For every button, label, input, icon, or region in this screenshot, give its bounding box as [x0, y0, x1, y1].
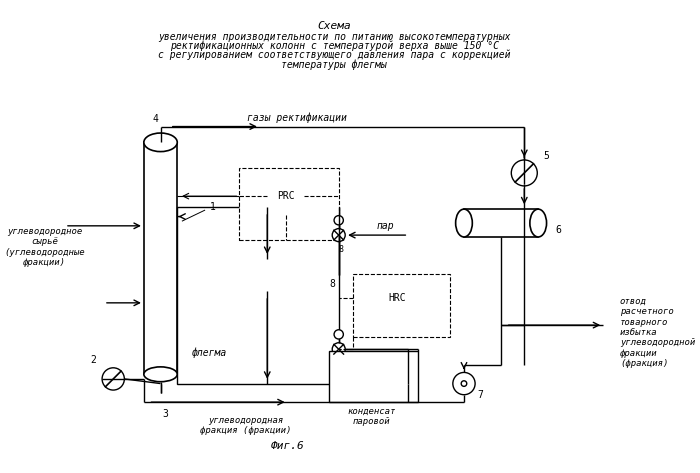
Text: отвод
расчетного
товарного
избытка
углеводородной
фракции
(фракция): отвод расчетного товарного избытка углев…	[620, 297, 695, 368]
Text: газы ректификации: газы ректификации	[247, 112, 347, 123]
Text: флегма: флегма	[191, 348, 226, 358]
Text: температуры флегмы: температуры флегмы	[281, 59, 387, 70]
Bar	[225, 259, 309, 291]
Ellipse shape	[144, 367, 177, 382]
Text: HRC: HRC	[389, 293, 406, 303]
Bar	[464, 209, 538, 237]
Text: PRC: PRC	[277, 191, 295, 201]
Text: с регулированием соответствующего давления пара с коррекцией: с регулированием соответствующего давлен…	[158, 50, 510, 61]
Text: 7: 7	[477, 390, 484, 400]
Circle shape	[379, 280, 416, 317]
Text: 6: 6	[556, 226, 561, 236]
Text: 4: 4	[153, 114, 159, 124]
Bar	[144, 142, 177, 374]
Circle shape	[332, 228, 345, 242]
Text: 2: 2	[90, 355, 96, 365]
Circle shape	[461, 381, 467, 386]
Ellipse shape	[530, 209, 547, 237]
Bar	[177, 207, 339, 384]
Ellipse shape	[300, 259, 318, 291]
Circle shape	[334, 330, 344, 339]
Ellipse shape	[216, 259, 235, 291]
Text: 8: 8	[329, 279, 335, 289]
Text: 1: 1	[210, 202, 216, 212]
Text: Фиг.6: Фиг.6	[271, 441, 304, 451]
Ellipse shape	[456, 209, 472, 237]
Text: 5: 5	[543, 151, 549, 161]
Circle shape	[511, 160, 538, 186]
Ellipse shape	[144, 133, 177, 151]
Text: 8: 8	[339, 245, 344, 254]
Circle shape	[102, 368, 125, 390]
Text: углеводородное
сырьё
(углеводородные
фракции): углеводородное сырьё (углеводородные фра…	[4, 227, 85, 267]
Text: Схема: Схема	[317, 21, 351, 31]
Bar	[353, 274, 450, 337]
Bar	[239, 168, 339, 240]
Text: конденсат
паровой: конденсат паровой	[347, 406, 395, 426]
Circle shape	[453, 372, 475, 394]
Text: увеличения производительности по питанию высокотемпературных: увеличения производительности по питанию…	[158, 32, 510, 42]
Bar	[330, 351, 418, 402]
Text: пар: пар	[377, 221, 394, 231]
Circle shape	[332, 343, 345, 356]
Text: ректификационных колонн с температурой верха выше 150 °C: ректификационных колонн с температурой в…	[169, 41, 498, 51]
Circle shape	[334, 216, 344, 225]
Circle shape	[267, 177, 304, 215]
Text: углеводородная
фракция (фракции): углеводородная фракция (фракции)	[200, 416, 292, 435]
Text: 3: 3	[162, 409, 168, 419]
